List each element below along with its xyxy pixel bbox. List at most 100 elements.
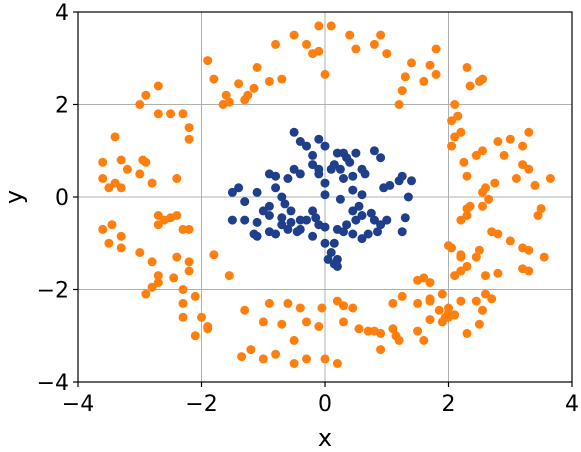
outer-ring-point: [493, 137, 503, 146]
outer-ring-point: [453, 111, 463, 121]
outer-ring-point: [450, 100, 460, 109]
inner-cluster-point: [348, 185, 358, 195]
outer-ring-point: [456, 296, 466, 306]
outer-ring-point: [533, 211, 543, 220]
outer-ring-point: [490, 178, 500, 188]
outer-ring-point: [184, 123, 194, 133]
outer-ring-point: [153, 220, 163, 230]
outer-ring-point: [425, 60, 435, 70]
outer-ring-point: [252, 63, 262, 72]
inner-cluster-point: [329, 238, 339, 248]
outer-ring-point: [462, 171, 472, 181]
inner-cluster-point: [234, 183, 244, 193]
outer-ring-point: [462, 328, 472, 338]
outer-ring-point: [258, 317, 268, 327]
inner-cluster-point: [277, 192, 287, 202]
outer-ring-point: [122, 164, 132, 174]
outer-ring-point: [462, 204, 472, 214]
outer-ring-point: [153, 109, 163, 119]
outer-ring-point: [135, 169, 145, 179]
inner-cluster-point: [308, 231, 318, 241]
outer-ring-point: [258, 354, 268, 364]
inner-cluster-point: [376, 220, 386, 230]
inner-cluster-point: [286, 217, 296, 227]
inner-cluster-point: [326, 164, 336, 174]
outer-ring-point: [314, 46, 324, 56]
outer-ring-point: [456, 215, 466, 225]
outer-ring-point: [437, 317, 447, 327]
outer-ring-point: [302, 354, 311, 364]
outer-ring-point: [302, 39, 311, 49]
outer-ring-point: [447, 116, 457, 126]
outer-ring-point: [147, 178, 157, 188]
outer-ring-point: [462, 63, 472, 72]
outer-ring-point: [518, 141, 528, 151]
outer-ring-point: [419, 76, 429, 86]
outer-ring-point: [320, 69, 330, 79]
outer-ring-point: [169, 273, 179, 283]
outer-ring-point: [474, 245, 484, 255]
outer-ring-point: [388, 324, 398, 334]
inner-cluster-point: [283, 224, 293, 234]
outer-ring-point: [505, 134, 515, 144]
outer-ring-point: [505, 236, 515, 246]
outer-ring-point: [493, 268, 503, 278]
outer-ring-point: [271, 39, 281, 49]
outer-ring-point: [478, 201, 487, 211]
inner-cluster-point: [286, 206, 296, 216]
inner-cluster-point: [252, 187, 262, 197]
inner-cluster-point: [339, 227, 348, 237]
outer-ring-point: [264, 298, 274, 308]
data-points: [98, 21, 555, 368]
x-tick-label: 0: [318, 392, 332, 417]
outer-ring-point: [394, 100, 404, 109]
outer-ring-point: [425, 315, 435, 325]
outer-ring-point: [153, 271, 163, 281]
inner-cluster-point: [348, 206, 358, 216]
outer-ring-point: [456, 266, 466, 276]
outer-ring-point: [487, 227, 497, 237]
outer-ring-point: [110, 178, 120, 188]
outer-ring-point: [388, 298, 398, 308]
inner-cluster-point: [271, 183, 281, 193]
outer-ring-point: [224, 271, 234, 281]
outer-ring-point: [271, 349, 281, 359]
axis-ticks: −4 −2 0 2 4 −4 −2 0 2 4: [37, 1, 579, 417]
outer-ring-point: [314, 322, 324, 331]
inner-cluster-point: [308, 160, 318, 170]
outer-ring-point: [317, 303, 327, 313]
inner-cluster-point: [320, 190, 330, 200]
outer-ring-point: [481, 183, 490, 193]
outer-ring-point: [159, 215, 169, 225]
outer-ring-point: [320, 354, 330, 364]
outer-ring-point: [487, 294, 497, 304]
outer-ring-point: [190, 331, 200, 341]
outer-ring-point: [339, 317, 348, 327]
outer-ring-point: [184, 224, 194, 234]
inner-cluster-point: [357, 234, 367, 244]
outer-ring-point: [419, 273, 429, 283]
inner-cluster-point: [280, 199, 290, 209]
inner-cluster-point: [376, 153, 386, 163]
inner-cluster-point: [308, 150, 318, 160]
outer-ring-point: [116, 243, 126, 253]
inner-cluster-point: [302, 215, 311, 225]
inner-cluster-point: [366, 208, 376, 218]
outer-ring-point: [351, 44, 361, 54]
outer-ring-point: [444, 312, 453, 322]
outer-ring-point: [153, 81, 163, 91]
outer-ring-point: [376, 30, 386, 40]
outer-ring-point: [166, 109, 176, 119]
outer-ring-point: [437, 289, 447, 299]
outer-ring-point: [397, 291, 407, 301]
outer-ring-point: [447, 141, 457, 151]
y-tick-label: 2: [55, 94, 69, 119]
outer-ring-point: [178, 312, 188, 322]
outer-ring-point: [147, 257, 157, 267]
outer-ring-point: [511, 174, 521, 183]
outer-ring-point: [425, 278, 435, 288]
inner-cluster-point: [289, 164, 299, 174]
inner-cluster-point: [295, 169, 305, 179]
outer-ring-point: [524, 127, 534, 137]
